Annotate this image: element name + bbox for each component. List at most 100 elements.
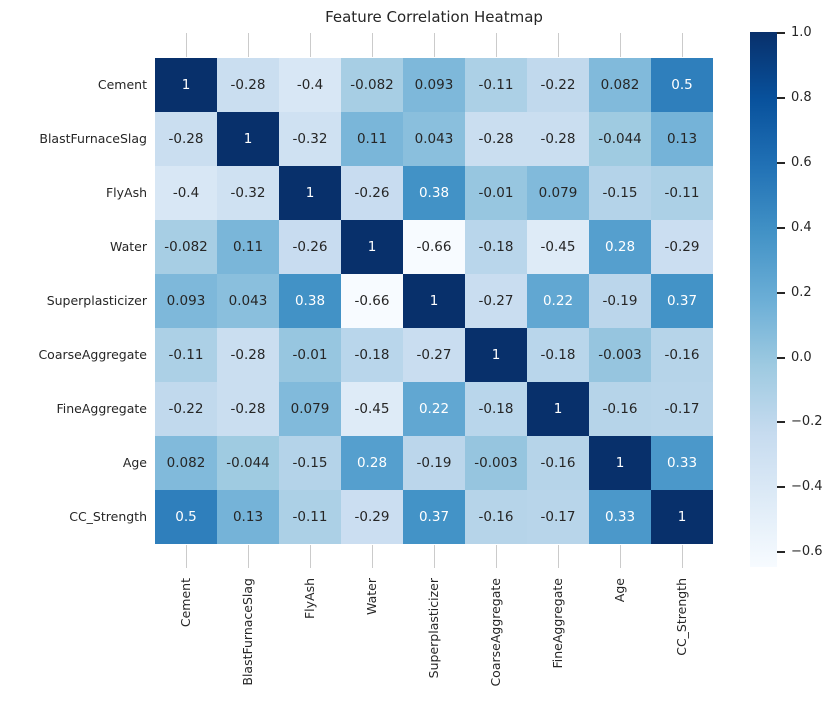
heatmap-cell: -0.16 (527, 436, 589, 490)
y-axis-label: CC_Strength (69, 509, 147, 524)
heatmap-cell: -0.11 (651, 166, 713, 220)
heatmap-cell: 0.38 (403, 166, 465, 220)
x-tick-mark (371, 33, 373, 57)
x-tick-mark (247, 33, 249, 57)
heatmap-cell: 0.13 (651, 112, 713, 166)
heatmap-cell: 0.082 (589, 58, 651, 112)
x-tick-mark (433, 545, 435, 568)
heatmap-cell: -0.22 (527, 58, 589, 112)
heatmap-cell: -0.19 (589, 274, 651, 328)
heatmap-cell: -0.17 (527, 490, 589, 544)
heatmap-cell: 0.11 (341, 112, 403, 166)
heatmap-cell: -0.044 (589, 112, 651, 166)
heatmap-cell: -0.082 (155, 220, 217, 274)
heatmap-cell: -0.26 (341, 166, 403, 220)
heatmap-cell: -0.19 (403, 436, 465, 490)
heatmap-cell: -0.28 (217, 382, 279, 436)
x-tick-mark (681, 545, 683, 568)
colorbar-tick-label: 1.0 (791, 25, 812, 40)
x-axis-label: BlastFurnaceSlag (240, 578, 255, 686)
heatmap-cell: -0.28 (217, 58, 279, 112)
heatmap-cell: -0.32 (279, 112, 341, 166)
heatmap-cell: 0.22 (527, 274, 589, 328)
heatmap-cell: -0.01 (279, 328, 341, 382)
heatmap-cell: 0.082 (155, 436, 217, 490)
y-axis-label: CoarseAggregate (38, 347, 147, 362)
heatmap-cell: 1 (155, 58, 217, 112)
colorbar-tick-mark (777, 486, 785, 489)
heatmap-cell: 0.079 (527, 166, 589, 220)
heatmap-cell: -0.28 (155, 112, 217, 166)
heatmap-cell: -0.45 (341, 382, 403, 436)
heatmap-cell: 1 (279, 166, 341, 220)
x-tick-mark (619, 33, 621, 57)
heatmap-cell: -0.66 (341, 274, 403, 328)
heatmap-cell: 1 (527, 382, 589, 436)
chart-title: Feature Correlation Heatmap (325, 8, 543, 26)
x-tick-mark (495, 33, 497, 57)
colorbar-tick-label: −0.2 (791, 414, 823, 430)
heatmap-cell: 0.28 (341, 436, 403, 490)
x-tick-mark (309, 545, 311, 568)
colorbar-tick-label: −0.4 (791, 479, 823, 495)
heatmap-cell: -0.18 (465, 220, 527, 274)
heatmap-cell: 1 (651, 490, 713, 544)
heatmap-cell: -0.26 (279, 220, 341, 274)
colorbar-tick-mark (777, 226, 785, 229)
colorbar-tick-mark (777, 96, 785, 99)
heatmap-cell: -0.28 (527, 112, 589, 166)
heatmap-cell: -0.11 (465, 58, 527, 112)
colorbar-tick-label: 0.8 (791, 89, 812, 105)
x-tick-mark (371, 545, 373, 568)
heatmap-cell: 0.043 (403, 112, 465, 166)
y-axis-label: Age (122, 455, 147, 470)
heatmap-cell: -0.27 (465, 274, 527, 328)
heatmap-cell: -0.16 (465, 490, 527, 544)
colorbar-gradient (750, 32, 777, 567)
x-axis-label: Superplasticizer (426, 578, 441, 679)
correlation-heatmap: 1 -0.28 -0.4 -0.082 0.093 -0.11 -0.22 0.082 0.5-… (155, 58, 713, 544)
heatmap-cell: -0.044 (217, 436, 279, 490)
colorbar-tick-label: 0.2 (791, 284, 812, 300)
x-axis-label: Water (364, 578, 379, 615)
heatmap-cell: -0.4 (155, 166, 217, 220)
colorbar-tick-mark (777, 551, 785, 554)
heatmap-cell: 1 (589, 436, 651, 490)
x-tick-mark (681, 33, 683, 57)
x-axis-label: FlyAsh (302, 578, 317, 620)
heatmap-cell: 0.5 (155, 490, 217, 544)
heatmap-cell: -0.18 (341, 328, 403, 382)
x-tick-mark (185, 545, 187, 568)
heatmap-cell: 0.37 (403, 490, 465, 544)
x-tick-mark (495, 545, 497, 568)
heatmap-cell: -0.003 (589, 328, 651, 382)
heatmap-cell: -0.18 (465, 382, 527, 436)
heatmap-cell: -0.22 (155, 382, 217, 436)
heatmap-cell: 0.043 (217, 274, 279, 328)
x-axis-label: Cement (178, 578, 193, 628)
x-tick-mark (185, 33, 187, 57)
heatmap-cell: 0.11 (217, 220, 279, 274)
x-tick-mark (557, 545, 559, 568)
heatmap-cell: 0.079 (279, 382, 341, 436)
heatmap-cell: 0.13 (217, 490, 279, 544)
heatmap-cell: 0.28 (589, 220, 651, 274)
heatmap-cell: 1 (403, 274, 465, 328)
heatmap-cell: 1 (217, 112, 279, 166)
heatmap-cell: -0.11 (279, 490, 341, 544)
colorbar-tick-label: 0.6 (791, 154, 812, 170)
heatmap-cell: -0.15 (589, 166, 651, 220)
colorbar-tick-label: 0.4 (791, 219, 812, 235)
heatmap-cell: 0.5 (651, 58, 713, 112)
heatmap-cell: 1 (465, 328, 527, 382)
heatmap-cell: -0.16 (589, 382, 651, 436)
heatmap-cell: -0.28 (217, 328, 279, 382)
heatmap-cell: -0.28 (465, 112, 527, 166)
heatmap-cell: -0.11 (155, 328, 217, 382)
y-axis-label: Cement (97, 77, 147, 92)
heatmap-cell: -0.01 (465, 166, 527, 220)
heatmap-cell: -0.18 (527, 328, 589, 382)
heatmap-cell: 1 (341, 220, 403, 274)
x-tick-mark (557, 33, 559, 57)
